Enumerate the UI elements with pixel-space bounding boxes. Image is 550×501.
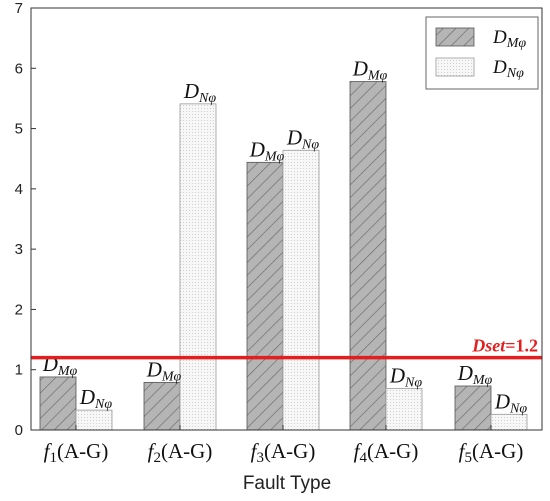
legend-label-2: DNφ: [492, 57, 524, 81]
bar-s2-5: [490, 413, 528, 431]
bar-s2-1: [75, 409, 113, 431]
bars-layer: [39, 81, 528, 431]
data-label-s1-2: DMφ: [146, 357, 182, 384]
y-tick-label-7: 7: [15, 0, 23, 17]
plot-frame: [30, 7, 543, 431]
y-tick-label-1: 1: [15, 362, 23, 379]
bar-s2-3: [282, 149, 320, 431]
data-label-s2-2: DNφ: [183, 79, 217, 106]
threshold-layer: Dset=1.2: [31, 336, 542, 360]
bar-s2-4: [385, 388, 423, 431]
data-label-s2-5: DNφ: [494, 389, 528, 416]
data-label-s2-1: DNφ: [79, 385, 113, 412]
y-tick-label-0: 0: [15, 422, 23, 439]
x-tick-label-1: f1(A-G): [44, 439, 109, 466]
axes-layer: 0 1 2 3 4 5 6 7 f1(A-G) f2(A-G) f3(A-G) f4(A-G) f5(A…: [15, 0, 543, 466]
data-label-s1-5: DMφ: [457, 361, 493, 388]
data-label-s2-4: DNφ: [389, 363, 423, 390]
x-tick-label-4: f4(A-G): [354, 439, 419, 466]
legend-label-1: DMφ: [492, 27, 526, 51]
x-tick-label-5: f5(A-G): [459, 439, 524, 466]
y-tick-label-3: 3: [15, 241, 23, 258]
x-tick-label-2: f2(A-G): [148, 439, 213, 466]
threshold-label: Dset=1.2: [471, 336, 538, 356]
y-tick-label-2: 2: [15, 301, 23, 318]
x-tick-label-3: f3(A-G): [251, 439, 316, 466]
bar-s1-5: [454, 385, 492, 431]
bar-s1-3: [246, 161, 284, 431]
legend: DMφ DNφ: [425, 16, 539, 90]
y-tick-label-4: 4: [15, 181, 23, 198]
y-tick-label-6: 6: [15, 60, 23, 77]
x-axis-title: Fault Type: [243, 473, 331, 494]
legend-swatch-2: [435, 57, 475, 77]
data-label-s2-3: DNφ: [286, 125, 320, 152]
data-label-s1-4: DMφ: [352, 57, 388, 84]
y-tick-label-5: 5: [15, 121, 23, 138]
bar-s1-4: [349, 81, 387, 431]
legend-swatch-1: [435, 27, 475, 47]
data-label-s1-3: DMφ: [249, 137, 285, 164]
bar-s1-2: [143, 381, 181, 431]
bar-s1-1: [39, 376, 77, 431]
bar-s2-2: [179, 103, 217, 431]
